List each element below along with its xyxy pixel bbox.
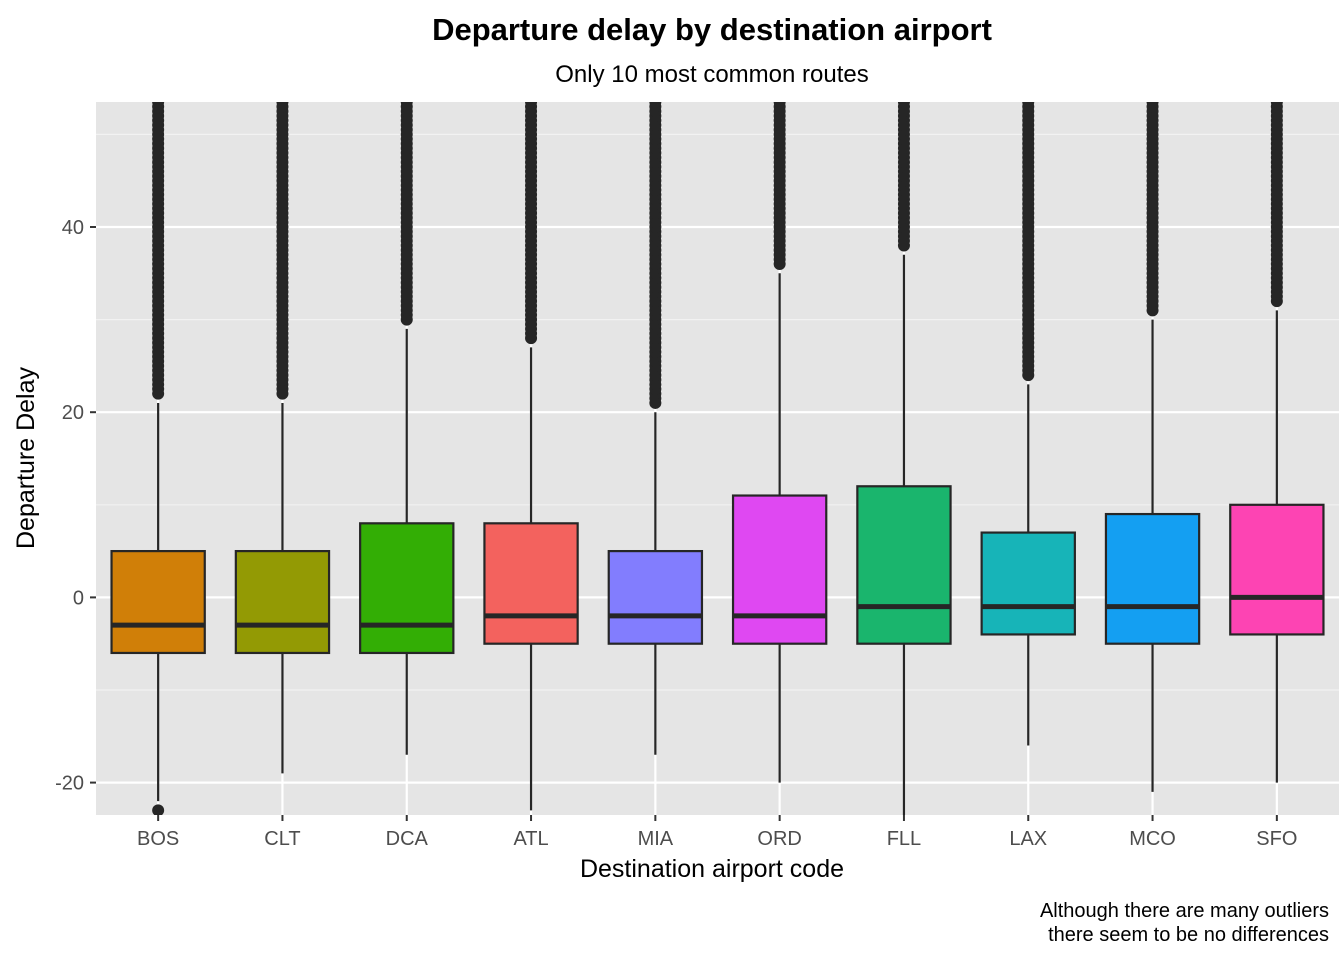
outlier-point	[649, 87, 661, 99]
minor-gridlines	[96, 133, 1339, 691]
outlier-point	[278, 102, 287, 104]
outlier-point	[773, 102, 786, 108]
outlier-point	[402, 102, 411, 104]
outlier-point	[152, 87, 164, 99]
outlier-point	[898, 87, 910, 99]
x-tick-label: DCA	[386, 828, 429, 850]
outlier-point	[1148, 102, 1157, 104]
box-iqr	[110, 549, 206, 655]
box-iqr	[980, 531, 1076, 636]
x-tick-label: MIA	[638, 828, 674, 850]
outlier-point	[1146, 102, 1159, 108]
box-iqr	[607, 549, 704, 645]
box-iqr	[483, 522, 579, 645]
box-dca	[359, 87, 455, 755]
outlier-point	[1022, 87, 1034, 99]
box-iqr	[1104, 512, 1201, 645]
box-iqr	[234, 549, 331, 655]
outlier-point	[154, 102, 162, 104]
x-tick-label: ATL	[513, 828, 548, 850]
outlier-point	[1022, 102, 1035, 108]
y-axis: -20 0 20 40	[55, 217, 96, 795]
outlier-point	[775, 102, 784, 104]
chart-title: Departure delay by destination airport	[432, 12, 992, 47]
x-tick-label: FLL	[887, 828, 921, 850]
outlier-point	[401, 87, 413, 99]
box-mia	[607, 87, 704, 755]
outlier-point	[1271, 87, 1283, 99]
x-tick-label: ORD	[757, 828, 801, 850]
outlier-point	[527, 102, 535, 104]
outlier-point	[900, 102, 908, 104]
outlier-point	[649, 102, 662, 108]
x-axis: BOS CLT DCA ATL MIA ORD FLL LAX MCO SFO	[137, 815, 1297, 850]
box-mco	[1104, 87, 1201, 792]
outlier-point	[276, 102, 289, 108]
chart-subtitle: Only 10 most common routes	[555, 61, 868, 88]
outlier-point	[276, 87, 288, 99]
y-tick-label: -20	[55, 773, 84, 795]
outlier-point	[1147, 87, 1159, 99]
box-iqr	[856, 485, 952, 645]
x-tick-label: LAX	[1009, 828, 1047, 850]
box-iqr	[731, 494, 828, 645]
x-axis-title: Destination airport code	[580, 855, 844, 883]
outlier-point	[525, 102, 538, 108]
outlier-point	[1024, 102, 1033, 104]
x-tick-label: MCO	[1129, 828, 1176, 850]
outlier-point	[1273, 102, 1281, 104]
x-tick-label: CLT	[264, 828, 300, 850]
box-sfo	[1229, 87, 1325, 783]
outlier-point	[774, 87, 786, 99]
box-series	[110, 87, 1325, 815]
x-tick-label: BOS	[137, 828, 179, 850]
plot-panel	[96, 102, 1339, 815]
box-lax	[980, 87, 1076, 746]
outlier-point	[897, 102, 910, 108]
y-axis-title: Departure Delay	[12, 366, 40, 549]
x-tick-label: SFO	[1256, 828, 1297, 850]
y-tick-label: 20	[62, 402, 84, 424]
y-tick-label: 40	[62, 217, 84, 239]
outlier-point	[525, 87, 537, 99]
y-tick-label: 0	[73, 587, 84, 609]
caption-line-2: there seem to be no differences	[1048, 924, 1329, 946]
outlier-point	[152, 804, 165, 815]
box-bos	[110, 87, 206, 815]
outlier-point	[400, 102, 413, 108]
box-ord	[731, 87, 828, 783]
box-iqr	[1229, 503, 1325, 636]
box-atl	[483, 87, 579, 811]
box-fll	[856, 87, 952, 815]
caption-line-1: Although there are many outliers	[1040, 900, 1329, 922]
box-iqr	[359, 522, 455, 655]
box-clt	[234, 87, 331, 774]
outlier-point	[1270, 102, 1283, 108]
outlier-point	[651, 102, 660, 104]
outlier-point	[152, 102, 165, 108]
